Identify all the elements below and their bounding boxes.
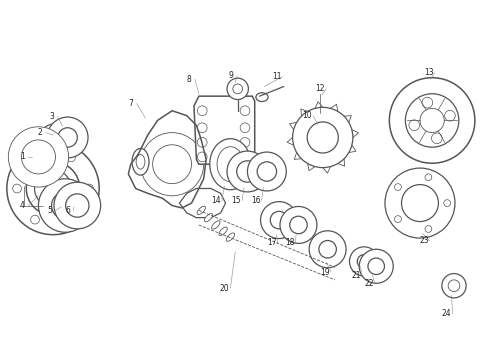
Circle shape	[240, 138, 250, 147]
Circle shape	[448, 280, 460, 292]
Circle shape	[227, 151, 268, 192]
Text: 2: 2	[38, 128, 42, 137]
Circle shape	[31, 153, 39, 162]
Circle shape	[405, 94, 459, 147]
Circle shape	[85, 184, 94, 193]
Circle shape	[51, 192, 79, 219]
Circle shape	[38, 179, 92, 232]
Ellipse shape	[219, 227, 227, 235]
Text: 15: 15	[231, 196, 241, 205]
Circle shape	[47, 117, 88, 158]
Circle shape	[293, 107, 353, 168]
Circle shape	[240, 106, 250, 116]
Circle shape	[67, 153, 75, 162]
Circle shape	[26, 162, 80, 215]
Circle shape	[197, 152, 207, 162]
Text: 17: 17	[267, 238, 276, 247]
Circle shape	[394, 184, 401, 190]
Circle shape	[240, 152, 250, 162]
Circle shape	[197, 138, 207, 147]
Circle shape	[309, 231, 346, 268]
Ellipse shape	[132, 148, 149, 175]
Circle shape	[425, 174, 432, 181]
Text: 5: 5	[47, 206, 52, 215]
Circle shape	[319, 240, 336, 258]
Circle shape	[240, 123, 250, 132]
Circle shape	[22, 140, 55, 174]
Circle shape	[35, 170, 72, 207]
Circle shape	[247, 152, 286, 191]
Circle shape	[420, 108, 444, 132]
Ellipse shape	[226, 233, 235, 241]
Ellipse shape	[197, 206, 205, 215]
Circle shape	[444, 200, 451, 207]
Polygon shape	[194, 96, 255, 164]
Text: 10: 10	[302, 111, 312, 120]
Text: 16: 16	[251, 196, 261, 205]
Circle shape	[349, 247, 379, 276]
Text: 24: 24	[442, 309, 451, 318]
Circle shape	[401, 185, 439, 221]
Circle shape	[67, 215, 75, 224]
Circle shape	[357, 255, 371, 268]
Text: 19: 19	[320, 267, 330, 276]
Ellipse shape	[210, 139, 251, 190]
Ellipse shape	[217, 147, 244, 182]
Circle shape	[13, 184, 22, 193]
Circle shape	[368, 258, 385, 275]
Circle shape	[442, 274, 466, 298]
Circle shape	[359, 249, 393, 283]
Circle shape	[394, 216, 401, 222]
Text: 6: 6	[65, 206, 70, 215]
Ellipse shape	[136, 154, 145, 169]
Text: 12: 12	[316, 84, 325, 93]
Text: 1: 1	[20, 152, 25, 161]
Circle shape	[47, 134, 64, 151]
Circle shape	[390, 78, 475, 163]
Text: 3: 3	[49, 112, 54, 121]
Circle shape	[58, 128, 77, 147]
Circle shape	[237, 161, 258, 182]
Circle shape	[257, 162, 276, 181]
Ellipse shape	[204, 213, 213, 222]
Text: 8: 8	[187, 75, 192, 84]
Circle shape	[197, 106, 207, 116]
Circle shape	[422, 97, 433, 108]
Text: 23: 23	[419, 237, 429, 246]
Circle shape	[66, 194, 89, 217]
Circle shape	[153, 145, 192, 184]
Circle shape	[432, 133, 442, 144]
Circle shape	[385, 168, 455, 238]
Circle shape	[290, 216, 307, 234]
Text: 13: 13	[424, 68, 434, 77]
Circle shape	[54, 182, 100, 229]
Circle shape	[425, 226, 432, 232]
Ellipse shape	[256, 93, 268, 102]
Polygon shape	[179, 189, 225, 218]
Circle shape	[197, 123, 207, 132]
Circle shape	[8, 127, 69, 187]
Circle shape	[31, 215, 39, 224]
Ellipse shape	[212, 221, 220, 229]
Circle shape	[227, 78, 248, 100]
Circle shape	[444, 111, 455, 121]
Circle shape	[280, 207, 317, 243]
Circle shape	[7, 142, 99, 235]
Text: 20: 20	[220, 284, 229, 293]
Circle shape	[270, 211, 288, 229]
Circle shape	[37, 124, 74, 161]
Text: 7: 7	[128, 99, 133, 108]
Text: 22: 22	[364, 279, 374, 288]
Text: 4: 4	[20, 201, 25, 210]
Text: 21: 21	[351, 270, 361, 279]
Circle shape	[261, 202, 297, 239]
Text: 18: 18	[285, 238, 294, 247]
Circle shape	[409, 120, 419, 131]
Text: 11: 11	[272, 72, 281, 81]
Circle shape	[141, 132, 204, 196]
Text: 14: 14	[211, 196, 220, 205]
Text: 9: 9	[229, 71, 234, 80]
Circle shape	[233, 84, 243, 94]
Circle shape	[307, 122, 338, 153]
